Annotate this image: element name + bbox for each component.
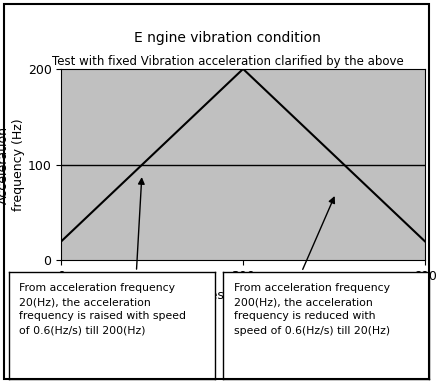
- Text: From acceleration frequency
200(Hz), the acceleration
frequency is reduced with
: From acceleration frequency 200(Hz), the…: [234, 283, 390, 336]
- Text: From acceleration frequency
20(Hz), the acceleration
frequency is raised with sp: From acceleration frequency 20(Hz), the …: [19, 283, 186, 336]
- Text: Test with fixed Vibration acceleration clarified by the above: Test with fixed Vibration acceleration c…: [52, 55, 404, 68]
- X-axis label: Test time (s): Test time (s): [205, 289, 282, 302]
- Text: E ngine vibration condition: E ngine vibration condition: [134, 31, 321, 45]
- Y-axis label: Acceleration
frequency (Hz): Acceleration frequency (Hz): [0, 118, 25, 211]
